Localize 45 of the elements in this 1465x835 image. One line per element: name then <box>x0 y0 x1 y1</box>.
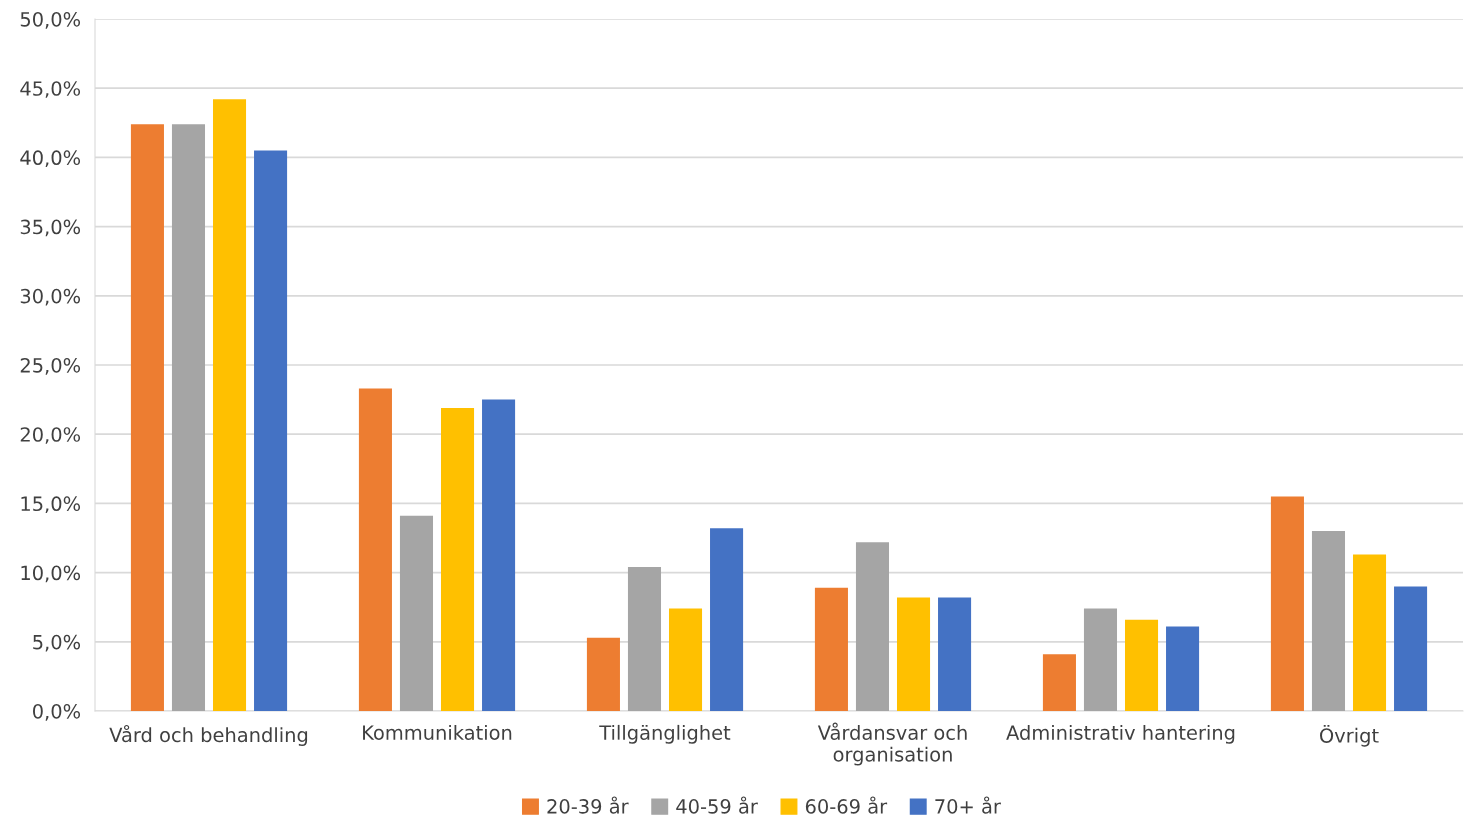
bar <box>710 528 744 711</box>
y-tick-label: 40,0% <box>20 150 81 168</box>
bar <box>254 150 288 711</box>
x-tick-label: Övrigt <box>1320 724 1379 747</box>
y-tick-label: 50,0% <box>20 11 81 29</box>
bar <box>171 124 206 711</box>
bar <box>855 542 890 711</box>
bar <box>482 399 516 711</box>
bar <box>814 587 848 711</box>
bar <box>586 637 620 711</box>
y-tick-label: 5,0% <box>33 634 81 652</box>
x-tick-label: Tillgänglighet <box>599 724 731 744</box>
x-tick-label: Vårdansvar och organisation <box>817 722 967 766</box>
y-tick-label: 35,0% <box>20 219 81 237</box>
x-tick-label: Kommunikation <box>363 724 512 740</box>
bar <box>896 597 931 711</box>
legend-label: 60-69 år <box>805 796 888 814</box>
bar <box>627 567 662 711</box>
y-tick-label: 25,0% <box>20 357 81 375</box>
legend-label: 40-59 år <box>676 796 758 814</box>
y-tick-label: 0,0% <box>33 703 81 721</box>
y-tick-label: 30,0% <box>20 288 81 306</box>
bar <box>130 124 164 711</box>
y-tick-label: 20,0% <box>20 427 81 444</box>
y-tick-label: 15,0% <box>21 496 81 514</box>
legend-label: 70+ år <box>935 796 1001 814</box>
bar <box>1166 626 1200 711</box>
y-tick-label: 10,0% <box>21 565 81 583</box>
bar <box>1394 586 1428 711</box>
bar <box>1083 608 1118 711</box>
bar <box>212 99 247 711</box>
legend-label: 20-39 år <box>547 796 629 814</box>
bar <box>1270 496 1304 711</box>
bar <box>1124 619 1159 711</box>
x-tick-label: Vård och behandling <box>109 724 308 746</box>
x-tick-label: Administrativ hantering <box>1006 724 1235 744</box>
bar <box>668 608 703 711</box>
bar <box>1352 554 1387 711</box>
bar <box>399 515 434 711</box>
bar <box>938 597 972 711</box>
bar <box>440 407 475 711</box>
bar <box>1311 531 1346 711</box>
y-tick-label: 45,0% <box>20 81 81 98</box>
bar <box>1042 654 1076 711</box>
bar <box>358 388 392 711</box>
